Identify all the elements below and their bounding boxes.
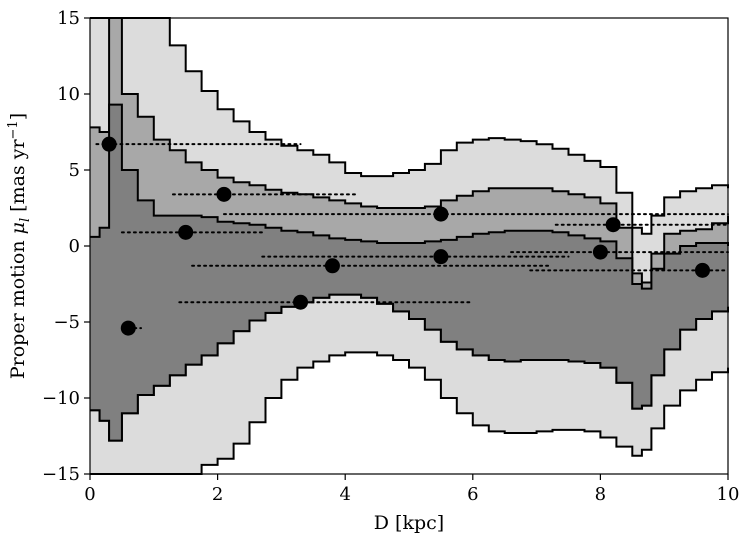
x-tick-label: 6 bbox=[467, 484, 478, 505]
y-axis-label-unit-open: [mas yr bbox=[7, 139, 29, 218]
x-axis: 0 2 4 6 8 10 bbox=[84, 474, 739, 505]
points-layer bbox=[101, 136, 710, 336]
y-tick-label: 10 bbox=[57, 84, 80, 105]
x-tick-label: 4 bbox=[339, 484, 350, 505]
y-axis-label-main: Proper motion bbox=[7, 234, 29, 379]
band-inner-upper-edge bbox=[90, 103, 729, 290]
data-point-9 bbox=[293, 294, 309, 310]
data-point-2 bbox=[178, 224, 194, 240]
y-axis-label: Proper motion μl [mas yr−1] bbox=[6, 113, 33, 379]
data-point-5 bbox=[433, 249, 449, 265]
band-inner bbox=[90, 104, 728, 441]
data-point-10 bbox=[120, 320, 136, 336]
y-axis-label-sub: l bbox=[18, 218, 33, 222]
bands-layer bbox=[90, 17, 729, 475]
x-tick-label: 2 bbox=[212, 484, 223, 505]
data-point-4 bbox=[605, 217, 621, 233]
data-point-8 bbox=[694, 262, 710, 278]
y-tick-label: 15 bbox=[57, 8, 80, 29]
x-tick-label: 10 bbox=[717, 484, 740, 505]
data-point-7 bbox=[324, 258, 340, 274]
data-point-0 bbox=[101, 136, 117, 152]
data-point-6 bbox=[592, 244, 608, 260]
x-tick-label: 0 bbox=[84, 484, 95, 505]
data-point-1 bbox=[216, 186, 232, 202]
y-tick-label: −15 bbox=[42, 464, 80, 485]
y-axis-label-symbol: μ bbox=[7, 222, 29, 234]
x-axis-label: D [kpc] bbox=[374, 512, 444, 534]
y-axis-label-unit-exp: −1 bbox=[6, 120, 21, 139]
band-outer-lower-edge bbox=[90, 351, 729, 475]
x-tick-label: 8 bbox=[595, 484, 606, 505]
y-tick-label: −5 bbox=[53, 312, 80, 333]
errorbar-layer bbox=[95, 143, 729, 330]
y-tick-label: 0 bbox=[69, 236, 80, 257]
y-tick-label: 5 bbox=[69, 160, 80, 181]
data-point-3 bbox=[433, 206, 449, 222]
band-outer-upper-edge bbox=[90, 17, 729, 235]
y-axis-label-unit-close: ] bbox=[7, 113, 29, 120]
y-tick-label: −10 bbox=[42, 388, 80, 409]
band-inner-lower-edge bbox=[90, 293, 729, 442]
y-axis: −15 −10 −5 0 5 10 15 bbox=[42, 8, 90, 485]
band-middle-upper-edge bbox=[90, 17, 729, 284]
